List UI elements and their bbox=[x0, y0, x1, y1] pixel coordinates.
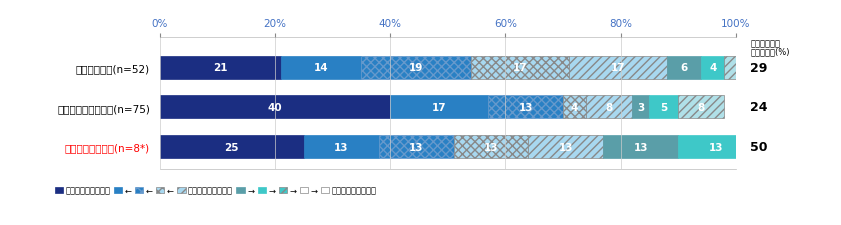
Bar bbox=[649, 96, 678, 119]
Bar bbox=[724, 56, 736, 79]
Bar bbox=[701, 56, 724, 79]
Text: 29: 29 bbox=[750, 61, 768, 74]
Bar bbox=[390, 96, 488, 119]
Text: 50: 50 bbox=[750, 141, 768, 153]
Text: 40: 40 bbox=[267, 102, 283, 112]
Text: 19: 19 bbox=[409, 63, 423, 73]
Text: 13: 13 bbox=[708, 142, 723, 152]
Text: 8: 8 bbox=[606, 102, 613, 112]
Bar bbox=[378, 135, 453, 158]
Text: 13: 13 bbox=[558, 142, 574, 152]
Bar bbox=[569, 56, 667, 79]
Bar bbox=[667, 56, 701, 79]
Bar bbox=[160, 56, 281, 79]
Bar bbox=[471, 56, 569, 79]
Text: 24: 24 bbox=[750, 101, 768, 114]
Bar bbox=[362, 56, 471, 79]
Bar bbox=[160, 135, 304, 158]
Bar bbox=[586, 96, 632, 119]
Text: 13: 13 bbox=[334, 142, 348, 152]
Bar bbox=[304, 135, 378, 158]
Bar bbox=[488, 96, 563, 119]
Text: 4: 4 bbox=[709, 63, 717, 73]
Text: 17: 17 bbox=[432, 102, 447, 112]
Text: 17: 17 bbox=[611, 63, 625, 73]
Bar bbox=[281, 56, 362, 79]
Legend: 全く回復していない, ←, ←, ←, 半分くらい回復した, →, →, →, →, もとどおり回復した: 全く回復していない, ←, ←, ←, 半分くらい回復した, →, →, →, … bbox=[55, 186, 377, 195]
Text: 13: 13 bbox=[484, 142, 498, 152]
Text: 3: 3 bbox=[637, 102, 644, 112]
Bar bbox=[678, 96, 724, 119]
Bar bbox=[563, 96, 586, 119]
Text: 17: 17 bbox=[512, 63, 527, 73]
Bar bbox=[678, 135, 754, 158]
Text: 13: 13 bbox=[409, 142, 423, 152]
Bar bbox=[632, 96, 649, 119]
Bar bbox=[453, 135, 528, 158]
Text: 4: 4 bbox=[571, 102, 579, 112]
Text: 5: 5 bbox=[660, 102, 668, 112]
Text: 回復した計(%): 回復した計(%) bbox=[750, 47, 790, 56]
Text: 半分程度以上: 半分程度以上 bbox=[750, 39, 780, 48]
Text: 8: 8 bbox=[698, 102, 705, 112]
Text: 25: 25 bbox=[225, 142, 239, 152]
Bar bbox=[160, 96, 390, 119]
Text: 6: 6 bbox=[680, 63, 688, 73]
Text: 21: 21 bbox=[213, 63, 228, 73]
Bar bbox=[603, 135, 678, 158]
Text: 14: 14 bbox=[314, 63, 328, 73]
Text: 13: 13 bbox=[633, 142, 648, 152]
Text: 13: 13 bbox=[518, 102, 533, 112]
Bar bbox=[528, 135, 603, 158]
